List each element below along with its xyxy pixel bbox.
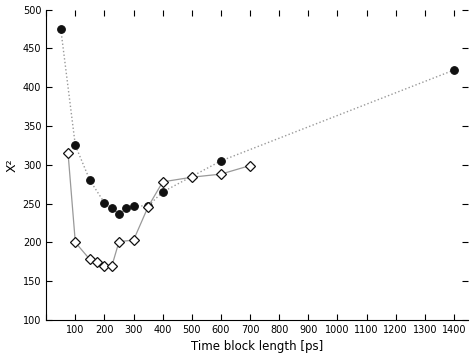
- X-axis label: Time block length [ps]: Time block length [ps]: [191, 340, 323, 354]
- Y-axis label: X²: X²: [6, 158, 18, 172]
